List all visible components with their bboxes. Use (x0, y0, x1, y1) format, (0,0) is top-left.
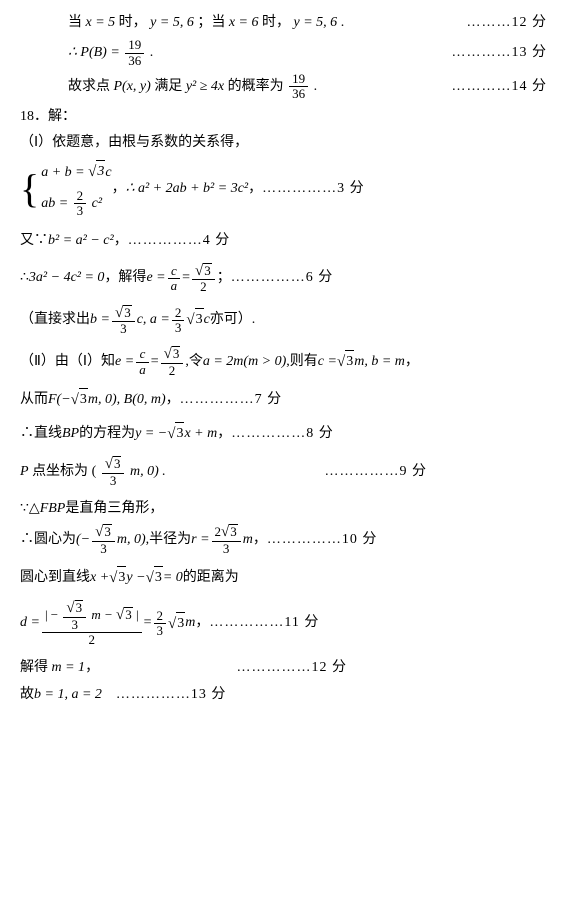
score-12: ………12 分 (467, 12, 548, 34)
score-9: ……………9 分 (325, 461, 548, 483)
line-solve-m: 解得 m = 1， ……………12 分 (20, 657, 547, 679)
score-3: ……………3 分 (262, 178, 365, 200)
line-final: 故 b = 1, a = 2 ……………13 分 (20, 684, 547, 706)
part2-intro: （Ⅱ）由（Ⅰ）知 e = ca = 32 ,令 a = 2m(m > 0) ,则… (20, 346, 547, 378)
score-8: ……………8 分 (231, 423, 334, 445)
score-13: …………13 分 (452, 42, 548, 64)
line-pb: ∴ P(B) = 1936 . …………13 分 (20, 38, 547, 68)
score-4: ……………4 分 (128, 230, 231, 252)
equation-system: { a + b = 3c ab = 23 c² ， ∴ a² + 2ab + b… (20, 158, 547, 220)
part1-intro: （Ⅰ）依题意，由根与系数的关系得， (20, 132, 547, 154)
line-triangle: ∵△ FBP 是直角三角形， (20, 498, 547, 520)
score-10: ……………10 分 (267, 529, 378, 551)
q18-header: 18．解： (20, 106, 547, 128)
line-3a2: ∴ 3a² − 4c² = 0 ，解得 e = ca = 32 ； ……………6… (20, 263, 547, 295)
line-p-coord: P 点坐标为 ( 33 m, 0) . ……………9 分 (20, 456, 547, 488)
score-7: ……………7 分 (180, 389, 283, 411)
line-x5-x6: 当 x = 5 时， y = 5, 6 ；当 x = 6 时， y = 5, 6… (20, 12, 547, 34)
line-prob: 故求点 P(x, y) 满足 y² ≥ 4x 的概率为 1936 . …………1… (20, 72, 547, 102)
line-bp: ∴直线 BP 的方程为 y = − 3 x + m， ……………8 分 (20, 422, 547, 446)
line-b2: 又∵ b² = a² − c² ， ……………4 分 (20, 230, 547, 252)
line-direct: （直接求出 b = 33 c, a = 23 3c 亦可）. (20, 305, 547, 337)
line-F: 从而 F(− 3 m, 0), B(0, m)， ……………7 分 (20, 388, 547, 412)
score-m12: ……………12 分 (237, 657, 548, 679)
score-6: ……………6 分 (231, 267, 334, 289)
score-m13: ……………13 分 (116, 684, 227, 706)
line-distance-label: 圆心到直线 x + 3 y − 3 = 0 的距离为 (20, 566, 547, 590)
line-d-formula: d = | − 33 m − 3 | 2 = 23 3 m， ……………11 分 (20, 600, 547, 647)
score-14: …………14 分 (452, 76, 548, 98)
line-circle: ∴圆心为 (− 33 m, 0) ,半径为 r = 233 m， ……………10… (20, 524, 547, 556)
score-11: ……………11 分 (209, 612, 319, 634)
